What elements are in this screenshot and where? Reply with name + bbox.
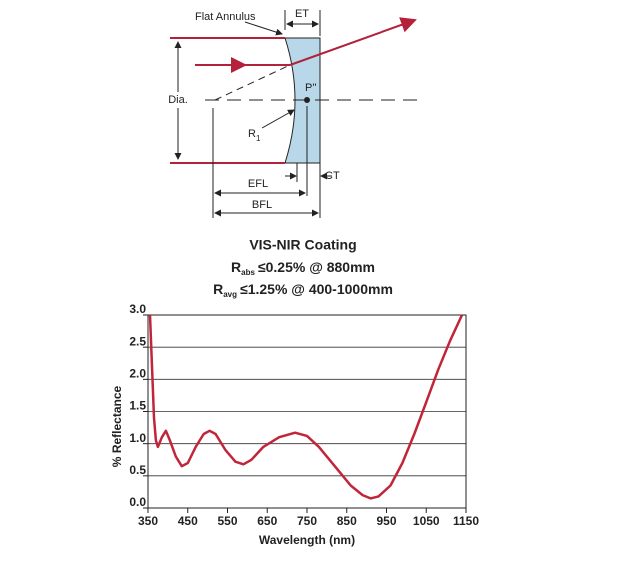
x-tick-label: 650: [257, 514, 277, 528]
y-axis-label: % Reflectance: [110, 385, 124, 467]
label: BFL: [252, 199, 272, 211]
ray: [289, 17, 417, 66]
lens-diagram: Flat Annulus ET Dia. P'' R 1 CT EFL BFL: [164, 8, 420, 218]
subtitle-sub: avg: [223, 290, 237, 299]
subtitle-text: ≤1.25% @ 400-1000mm: [240, 281, 393, 297]
chart-subtitle: Rabs ≤0.25% @ 880mm: [231, 259, 375, 277]
subtitle-main: R: [231, 259, 241, 275]
annulus-arrow: [244, 21, 283, 36]
label: P'': [305, 82, 317, 94]
subtitle-sub: abs: [241, 268, 255, 277]
x-tick-label: 450: [178, 514, 198, 528]
y-tick-label: 2.0: [129, 367, 146, 381]
line-series: [148, 314, 464, 500]
subtitle-main: R: [213, 281, 223, 297]
label: R: [248, 128, 256, 140]
x-tick-label: 950: [376, 514, 396, 528]
y-tick-label: 1.5: [129, 399, 146, 413]
x-tick-label: 1050: [413, 514, 440, 528]
y-tick-label: 3.0: [129, 302, 146, 316]
principal-point: [304, 97, 310, 103]
y-tick-label: 1.0: [129, 431, 146, 445]
plot-frame: [147, 314, 467, 509]
x-axis-label: Wavelength (nm): [259, 533, 355, 547]
y-tick-label: 0.0: [129, 495, 146, 509]
label: Dia.: [168, 94, 188, 106]
label: EFL: [248, 178, 268, 190]
label: Flat Annulus: [195, 11, 256, 23]
label: ET: [295, 8, 309, 20]
y-tick-label: 0.5: [129, 463, 146, 477]
x-tick-label: 850: [337, 514, 357, 528]
x-tick-label: 350: [138, 514, 158, 528]
chart-title: VIS-NIR Coating: [249, 237, 356, 253]
x-tick-label: 550: [217, 514, 237, 528]
label: CT: [325, 170, 340, 182]
r-arrow: [261, 109, 295, 129]
chart-subtitle: Ravg ≤1.25% @ 400-1000mm: [213, 281, 393, 299]
y-tick-label: 2.5: [129, 334, 146, 348]
x-tick-label: 750: [297, 514, 317, 528]
label: 1: [256, 134, 261, 143]
label-bg: [164, 92, 192, 108]
virtual-ray: [214, 64, 291, 101]
x-tick-label: 1150: [453, 514, 479, 528]
subtitle-text: ≤0.25% @ 880mm: [258, 259, 375, 275]
